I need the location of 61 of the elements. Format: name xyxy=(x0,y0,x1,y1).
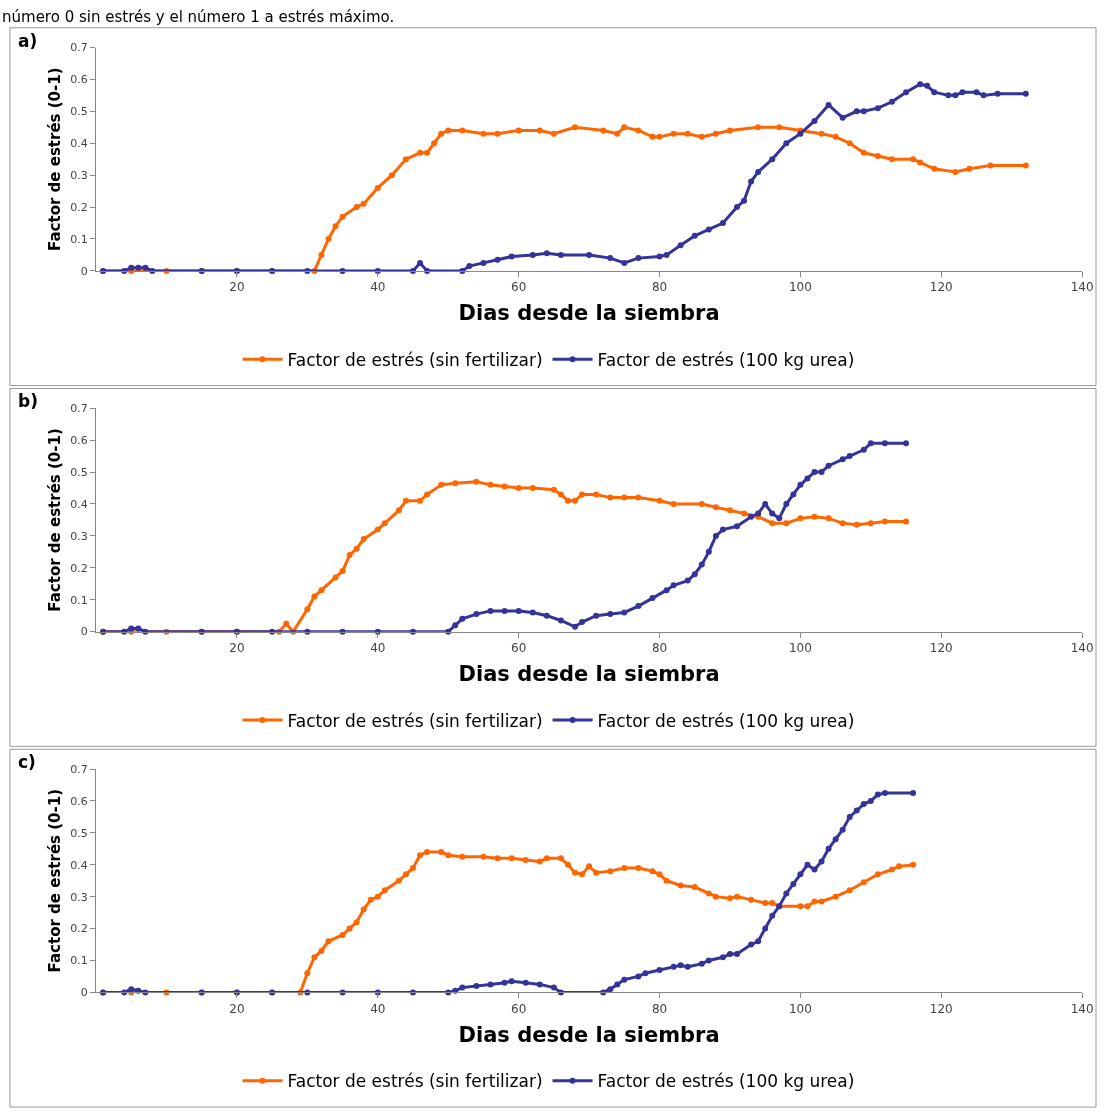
y-tick-label: 0.2 xyxy=(70,922,88,936)
x-axis-title: Dias desde la siembra xyxy=(458,301,720,326)
y-tick-label: 0.6 xyxy=(70,73,88,87)
legend-label: Factor de estrés (sin fertilizar) xyxy=(287,349,543,370)
y-axis-title: Factor de estrés (0-1) xyxy=(45,428,64,612)
y-tick-label: 0.6 xyxy=(70,794,88,808)
x-tick-label: 60 xyxy=(511,280,527,295)
y-tick-label: 0 xyxy=(80,986,88,1000)
y-tick-label: 0.7 xyxy=(70,41,88,55)
chart-title: a) xyxy=(18,31,38,51)
legend-label: Factor de estrés (sin fertilizar) xyxy=(287,1071,543,1092)
y-tick-label: 0.3 xyxy=(70,169,88,182)
x-tick-label: 80 xyxy=(651,1001,668,1016)
x-tick-label: 40 xyxy=(370,641,386,656)
x-tick-label: 40 xyxy=(370,1001,386,1016)
y-tick-label: 0.7 xyxy=(70,402,88,416)
chart-title: b) xyxy=(18,391,38,411)
y-tick-label: 0.3 xyxy=(70,890,88,904)
legend-label: Factor de estrés (100 kg urea) xyxy=(597,1071,855,1092)
legend-label: Factor de estrés (sin fertilizar) xyxy=(287,710,543,731)
x-axis-title: Dias desde la siembra xyxy=(458,1022,720,1047)
y-tick-label: 0.1 xyxy=(70,593,88,607)
x-tick-label: 80 xyxy=(651,280,668,295)
y-tick-label: 0.2 xyxy=(70,200,88,214)
x-tick-label: 20 xyxy=(229,641,245,656)
legend-label: Factor de estrés (100 kg urea) xyxy=(597,710,855,731)
x-tick-label: 60 xyxy=(511,641,527,656)
x-tick-label: 20 xyxy=(229,1001,245,1016)
x-tick-label: 100 xyxy=(788,641,812,656)
y-tick-label: 0.2 xyxy=(70,561,88,575)
x-tick-label: 120 xyxy=(929,641,953,656)
x-tick-label: 100 xyxy=(788,280,812,295)
x-axis-title: Dias desde la siembra xyxy=(458,662,720,687)
x-tick-label: 80 xyxy=(651,641,668,656)
chart-title: c) xyxy=(18,752,36,772)
y-tick-label: 0.4 xyxy=(70,137,88,151)
y-tick-label: 0.1 xyxy=(70,954,88,968)
y-axis-title: Factor de estrés (0-1) xyxy=(45,67,64,251)
y-tick-label: 0.1 xyxy=(70,232,88,246)
y-tick-label: 0.3 xyxy=(70,529,88,543)
y-tick-label: 0.4 xyxy=(70,858,88,872)
y-tick-label: 0.4 xyxy=(70,497,88,511)
x-tick-label: 140 xyxy=(1070,280,1094,295)
y-tick-label: 0 xyxy=(80,625,88,639)
y-tick-label: 0 xyxy=(80,264,88,278)
x-tick-label: 120 xyxy=(929,280,953,295)
y-tick-label: 0.5 xyxy=(70,105,88,119)
x-tick-label: 140 xyxy=(1070,641,1094,656)
y-tick-label: 0.7 xyxy=(70,762,88,776)
legend-label: Factor de estrés (100 kg urea) xyxy=(597,349,855,370)
x-tick-label: 60 xyxy=(511,1001,527,1016)
y-axis-title: Factor de estrés (0-1) xyxy=(45,788,64,973)
text: número 0 sin estrés y el número 1 a estrés máximo. xyxy=(2,8,395,26)
y-tick-label: 0.5 xyxy=(70,465,88,479)
x-tick-label: 120 xyxy=(929,1001,953,1016)
y-tick-label: 0.5 xyxy=(70,826,88,840)
x-tick-label: 100 xyxy=(788,1001,812,1016)
x-tick-label: 20 xyxy=(229,280,245,295)
y-tick-label: 0.6 xyxy=(70,434,88,448)
x-tick-label: 140 xyxy=(1070,1001,1094,1016)
x-tick-label: 40 xyxy=(370,280,386,295)
